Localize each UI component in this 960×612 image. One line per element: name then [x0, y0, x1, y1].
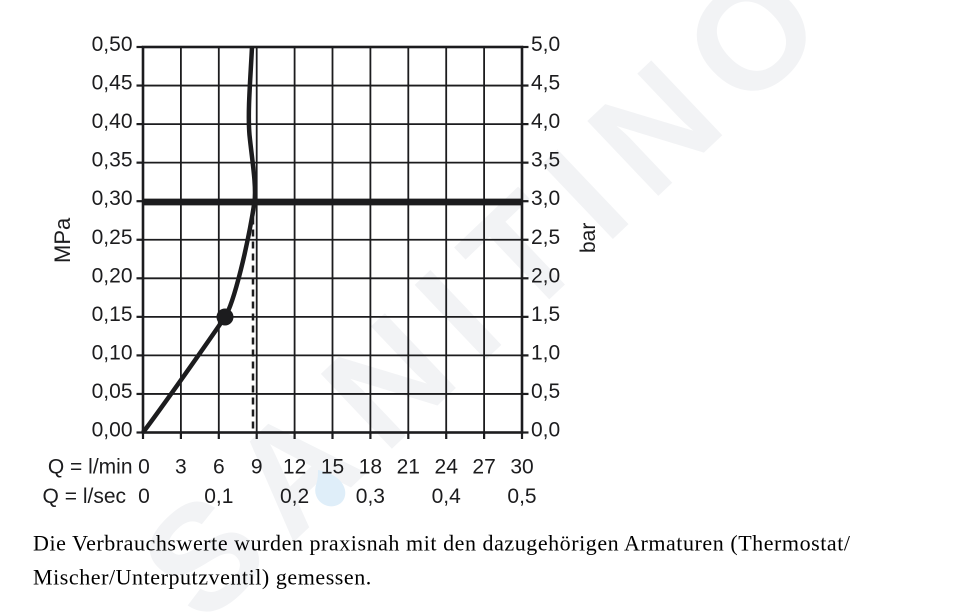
svg-text:9: 9 — [251, 456, 263, 479]
svg-text:0,05: 0,05 — [92, 380, 133, 403]
svg-text:0,00: 0,00 — [92, 419, 133, 442]
svg-text:SANITINO: SANITINO — [109, 0, 866, 612]
svg-text:0,4: 0,4 — [432, 485, 462, 508]
svg-text:15: 15 — [321, 456, 344, 479]
svg-text:21: 21 — [397, 456, 420, 479]
svg-text:4,5: 4,5 — [531, 72, 560, 95]
svg-text:0,1: 0,1 — [204, 485, 233, 508]
svg-text:0: 0 — [138, 456, 150, 479]
svg-text:MPa: MPa — [50, 217, 75, 263]
svg-text:0,45: 0,45 — [92, 72, 133, 95]
svg-text:3: 3 — [175, 456, 187, 479]
svg-text:6: 6 — [213, 456, 225, 479]
svg-text:3,0: 3,0 — [531, 187, 560, 210]
svg-text:4,0: 4,0 — [531, 110, 560, 133]
svg-text:3,5: 3,5 — [531, 149, 560, 172]
svg-text:Q = l/min: Q = l/min — [48, 456, 133, 479]
svg-text:Die Verbrauchswerte wurden pra: Die Verbrauchswerte wurden praxisnah mit… — [33, 531, 851, 556]
svg-text:0,50: 0,50 — [92, 33, 133, 56]
svg-text:0,35: 0,35 — [92, 149, 133, 172]
svg-text:5,0: 5,0 — [531, 33, 560, 56]
svg-text:2,5: 2,5 — [531, 226, 560, 249]
svg-text:Mischer/Unterputzventil) gemes: Mischer/Unterputzventil) gemessen. — [33, 565, 372, 590]
svg-text:30: 30 — [510, 456, 533, 479]
svg-text:0,5: 0,5 — [531, 380, 560, 403]
svg-text:0,40: 0,40 — [92, 110, 133, 133]
svg-text:0,20: 0,20 — [92, 264, 133, 287]
svg-text:2,0: 2,0 — [531, 264, 560, 287]
svg-text:bar: bar — [577, 223, 600, 253]
svg-text:0,0: 0,0 — [531, 419, 560, 442]
svg-text:0,25: 0,25 — [92, 226, 133, 249]
svg-text:0: 0 — [138, 485, 150, 508]
svg-text:27: 27 — [472, 456, 495, 479]
svg-text:0,3: 0,3 — [356, 485, 385, 508]
svg-text:24: 24 — [435, 456, 459, 479]
svg-text:12: 12 — [283, 456, 306, 479]
svg-text:18: 18 — [359, 456, 382, 479]
svg-text:1,5: 1,5 — [531, 303, 560, 326]
svg-text:0,10: 0,10 — [92, 341, 133, 364]
svg-text:1,0: 1,0 — [531, 341, 560, 364]
svg-text:0,30: 0,30 — [92, 187, 133, 210]
svg-text:Q = l/sec: Q = l/sec — [43, 485, 126, 508]
svg-text:0,15: 0,15 — [92, 303, 133, 326]
svg-text:0,5: 0,5 — [507, 485, 536, 508]
svg-text:0,2: 0,2 — [280, 485, 309, 508]
